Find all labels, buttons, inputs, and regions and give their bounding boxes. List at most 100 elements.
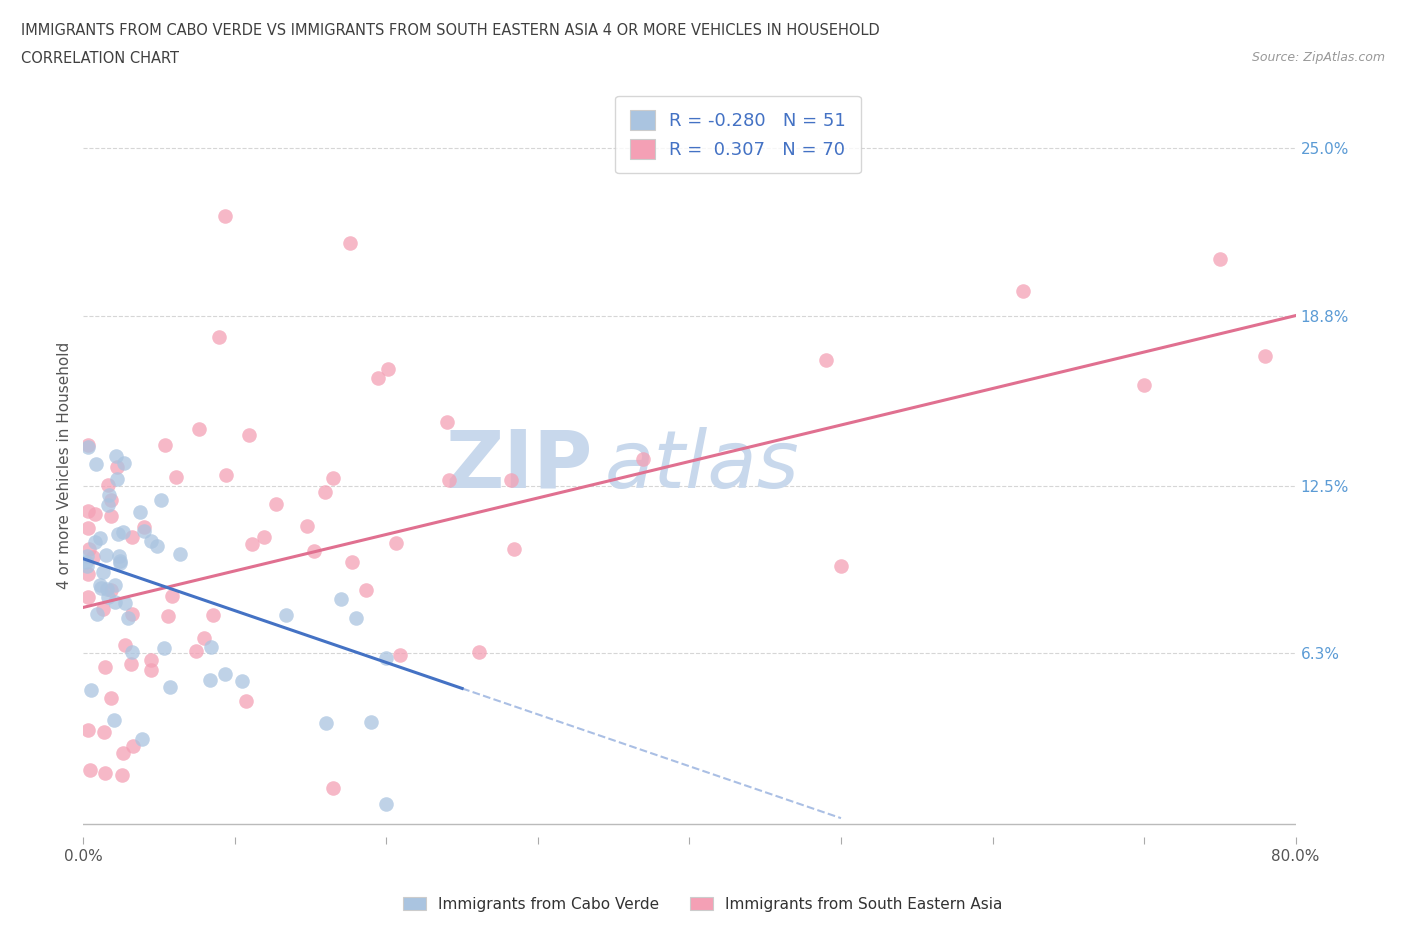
Point — [105, 472, 128, 486]
Point — [100, 583, 122, 598]
Point — [84, 535, 107, 550]
Point — [80, 683, 103, 698]
Point — [384, 536, 406, 551]
Point — [82, 550, 104, 565]
Point — [100, 493, 122, 508]
Point — [93, 724, 115, 739]
Point — [121, 644, 143, 659]
Point — [1011, 284, 1033, 299]
Point — [1254, 349, 1277, 364]
Point — [354, 582, 377, 597]
Point — [207, 330, 229, 345]
Point — [111, 525, 134, 539]
Point — [97, 487, 120, 502]
Point — [94, 659, 117, 674]
Point — [76, 558, 98, 573]
Point — [104, 448, 127, 463]
Point — [134, 520, 156, 535]
Point — [121, 606, 143, 621]
Point — [104, 578, 127, 592]
Point — [79, 763, 101, 777]
Point — [155, 438, 177, 453]
Point — [439, 472, 461, 487]
Point — [146, 539, 169, 554]
Point — [389, 647, 412, 662]
Point — [367, 370, 389, 385]
Point — [274, 607, 297, 622]
Point — [96, 582, 118, 597]
Text: ZIP: ZIP — [446, 427, 592, 505]
Point — [231, 674, 253, 689]
Point — [76, 549, 98, 564]
Point — [75, 555, 97, 570]
Point — [103, 713, 125, 728]
Point — [76, 439, 98, 454]
Point — [360, 714, 382, 729]
Point — [344, 610, 367, 625]
Point — [107, 527, 129, 542]
Point — [86, 607, 108, 622]
Point — [91, 602, 114, 617]
Point — [169, 547, 191, 562]
Point — [329, 591, 352, 606]
Point — [201, 607, 224, 622]
Point — [141, 534, 163, 549]
Point — [322, 780, 344, 795]
Point — [94, 765, 117, 780]
Point — [120, 657, 142, 671]
Point — [235, 694, 257, 709]
Point — [114, 638, 136, 653]
Point — [165, 470, 187, 485]
Point — [84, 457, 107, 472]
Point — [149, 492, 172, 507]
Point — [830, 559, 852, 574]
Point — [76, 566, 98, 581]
Point — [152, 641, 174, 656]
Point — [375, 796, 398, 811]
Point — [108, 549, 131, 564]
Point — [76, 504, 98, 519]
Point — [264, 497, 287, 512]
Point — [105, 459, 128, 474]
Point — [253, 530, 276, 545]
Y-axis label: 4 or more Vehicles in Household: 4 or more Vehicles in Household — [58, 342, 72, 590]
Point — [104, 595, 127, 610]
Point — [111, 746, 134, 761]
Point — [89, 530, 111, 545]
Point — [342, 554, 364, 569]
Point — [468, 644, 491, 659]
Point — [97, 498, 120, 512]
Point — [315, 716, 337, 731]
Point — [131, 731, 153, 746]
Point — [77, 542, 100, 557]
Point — [141, 652, 163, 667]
Point — [242, 537, 264, 551]
Point — [436, 415, 458, 430]
Point — [96, 547, 118, 562]
Point — [121, 529, 143, 544]
Point — [97, 477, 120, 492]
Point — [111, 768, 134, 783]
Point — [200, 673, 222, 688]
Point — [90, 581, 112, 596]
Point — [129, 504, 152, 519]
Point — [76, 590, 98, 604]
Point — [187, 421, 209, 436]
Text: IMMIGRANTS FROM CABO VERDE VS IMMIGRANTS FROM SOUTH EASTERN ASIA 4 OR MORE VEHIC: IMMIGRANTS FROM CABO VERDE VS IMMIGRANTS… — [21, 23, 880, 38]
Point — [314, 485, 336, 499]
Point — [339, 235, 361, 250]
Point — [132, 524, 155, 538]
Text: Source: ZipAtlas.com: Source: ZipAtlas.com — [1251, 51, 1385, 64]
Point — [100, 691, 122, 706]
Point — [1133, 378, 1156, 392]
Point — [1209, 251, 1232, 266]
Point — [184, 644, 207, 658]
Point — [117, 610, 139, 625]
Point — [100, 509, 122, 524]
Point — [215, 468, 238, 483]
Point — [139, 663, 162, 678]
Legend: Immigrants from Cabo Verde, Immigrants from South Eastern Asia: Immigrants from Cabo Verde, Immigrants f… — [398, 890, 1008, 918]
Point — [375, 650, 398, 665]
Legend: R = -0.280   N = 51, R =  0.307   N = 70: R = -0.280 N = 51, R = 0.307 N = 70 — [616, 96, 860, 173]
Point — [193, 631, 215, 645]
